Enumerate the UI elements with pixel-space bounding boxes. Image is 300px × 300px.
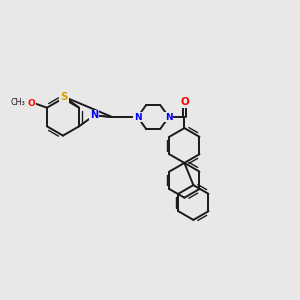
Text: N: N	[134, 112, 141, 122]
Text: O: O	[180, 97, 189, 107]
Text: O: O	[27, 99, 35, 108]
Text: N: N	[165, 112, 172, 122]
Text: N: N	[90, 110, 98, 120]
Text: CH₃: CH₃	[10, 98, 25, 107]
Text: S: S	[60, 92, 68, 102]
